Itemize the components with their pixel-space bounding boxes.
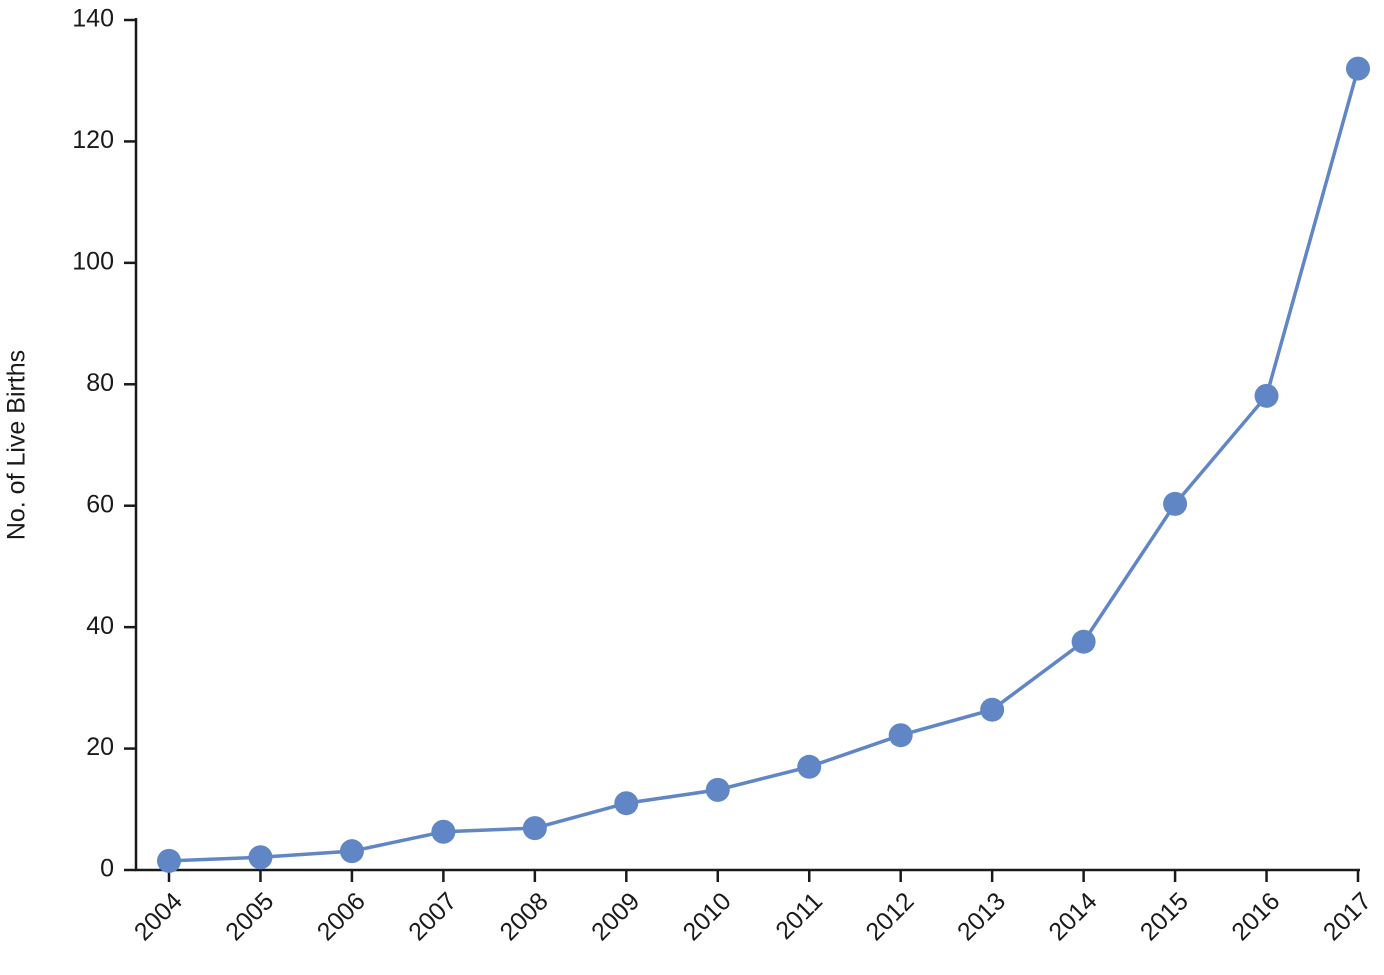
x-tick-label: 2004 <box>129 887 188 946</box>
x-tick-label: 2008 <box>495 887 554 946</box>
marker <box>1071 629 1096 654</box>
marker <box>522 816 547 841</box>
marker <box>797 754 822 779</box>
x-tick-label: 2016 <box>1226 887 1285 946</box>
y-tick-label: 20 <box>86 733 114 761</box>
y-tick-label: 120 <box>72 126 114 154</box>
marker <box>157 848 181 873</box>
x-tick-label: 2015 <box>1135 887 1194 946</box>
x-tick-label: 2011 <box>770 887 828 945</box>
x-tick-label: 2006 <box>312 887 371 946</box>
marker <box>1254 383 1279 408</box>
x-tick-label: 2010 <box>678 887 737 946</box>
y-tick-label: 60 <box>86 490 114 518</box>
x-tick-label: 2017 <box>1318 887 1377 946</box>
marker <box>705 777 730 802</box>
marker <box>888 723 913 748</box>
marker <box>1346 56 1370 81</box>
x-tick-label: 2007 <box>403 887 462 946</box>
y-tick-label: 0 <box>100 855 114 883</box>
x-tick-label: 2014 <box>1043 887 1102 946</box>
marker <box>248 845 273 870</box>
x-tick-label: 2005 <box>220 887 279 946</box>
y-tick-label: 80 <box>86 369 114 397</box>
x-tick-label: 2009 <box>586 887 645 946</box>
y-axis-label: No. of Live Births <box>3 350 31 540</box>
line <box>168 68 1360 863</box>
x-tick-label: 2013 <box>952 887 1011 946</box>
marker <box>614 791 639 816</box>
marker <box>1163 491 1188 516</box>
y-tick-label: 100 <box>72 247 114 275</box>
y-tick-label: 40 <box>86 612 114 640</box>
marker <box>431 819 456 844</box>
x-tick-label: 2012 <box>860 887 919 946</box>
marker <box>980 697 1005 722</box>
marker <box>339 839 364 864</box>
y-tick-label: 140 <box>72 5 114 33</box>
